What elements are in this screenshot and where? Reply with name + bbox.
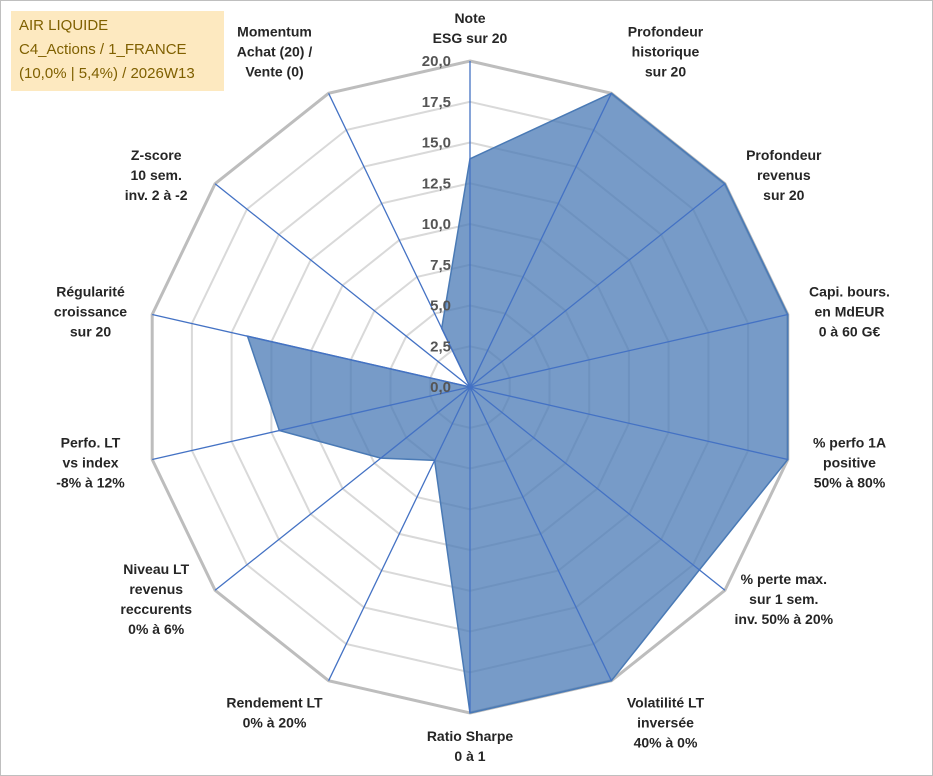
category-label-line: positive [823, 455, 876, 471]
series-layer [246, 92, 789, 714]
category-label-line: sur 20 [645, 64, 686, 80]
category-label: Perfo. LT vs index -8% à 12% [56, 435, 125, 491]
category-label: % perfo 1A positive 50% à 80% [813, 435, 886, 491]
radial-tick-label: 20,0 [422, 53, 451, 70]
axis-spoke [469, 386, 726, 591]
radial-tick-label: 7,5 [430, 257, 451, 274]
category-label: Rendement LT 0% à 20% [226, 694, 323, 730]
category-label: Profondeur historique sur 20 [628, 24, 704, 80]
category-label-line: 40% à 0% [634, 734, 698, 750]
axis-spoke [469, 93, 612, 388]
category-label-line: 0% à 6% [128, 621, 185, 637]
category-label-line: 10 sem. [131, 167, 182, 183]
category-label-line: 0 à 1 [454, 748, 485, 764]
radial-tick-label: 0,0 [430, 379, 451, 396]
category-label-line: Rendement LT [226, 694, 323, 710]
category-label-line: reccurents [120, 601, 192, 617]
category-label: Volatilité LT inversée 40% à 0% [627, 694, 705, 750]
radial-tick-label: 17,5 [422, 94, 451, 111]
category-label-line: vs index [62, 455, 118, 471]
radial-tick-label: 5,0 [430, 298, 451, 315]
category-label-line: Niveau LT [123, 561, 189, 577]
category-label-line: Note [454, 10, 485, 26]
category-label: Profondeur revenus sur 20 [746, 147, 822, 203]
axis-spoke [469, 386, 788, 461]
category-label-line: sur 1 sem. [749, 591, 818, 607]
category-label-line: Ratio Sharpe [427, 728, 514, 744]
category-label-line: -8% à 12% [56, 475, 125, 491]
category-label-line: ESG sur 20 [433, 30, 508, 46]
category-label-line: 0 à 60 G€ [819, 323, 881, 339]
category-label-line: sur 20 [763, 187, 804, 203]
category-label-line: Régularité [56, 283, 125, 299]
category-label-line: Achat (20) / [237, 44, 313, 60]
category-label-line: en MdEUR [815, 303, 885, 319]
category-label-line: 50% à 80% [814, 475, 886, 491]
axis-spoke [328, 93, 471, 388]
axis-spoke [469, 313, 788, 388]
category-label-line: % perte max. [741, 571, 827, 587]
category-label-line: Capi. bours. [809, 283, 890, 299]
radial-tick-label: 10,0 [422, 216, 451, 233]
fund-category: C4_Actions / 1_FRANCE [19, 41, 187, 58]
axis-spoke [214, 183, 471, 388]
category-label-line: inversée [637, 714, 694, 730]
category-label-line: Volatilité LT [627, 694, 705, 710]
category-label: Niveau LT revenus reccurents 0% à 6% [120, 561, 192, 637]
category-label: Régularité croissance sur 20 [54, 283, 127, 339]
category-label: % perte max. sur 1 sem. inv. 50% à 20% [735, 571, 834, 627]
category-label-line: inv. 50% à 20% [735, 611, 834, 627]
category-label-line: Z-score [131, 147, 182, 163]
category-label: Ratio Sharpe 0 à 1 [427, 728, 514, 764]
category-label-line: sur 20 [70, 323, 111, 339]
info-box: AIR LIQUIDE C4_Actions / 1_FRANCE (10,0%… [11, 11, 224, 91]
category-labels: Note ESG sur 20 Profondeur historique sur 20… [54, 10, 890, 764]
category-label: Capi. bours. en MdEUR 0 à 60 G€ [809, 283, 890, 339]
category-label-line: Perfo. LT [61, 435, 121, 451]
radial-tick-label: 15,0 [422, 135, 451, 152]
series-area [246, 92, 789, 714]
radial-tick-label: 12,5 [422, 175, 451, 192]
category-label: Note ESG sur 20 [433, 10, 508, 46]
axis-spoke [328, 386, 471, 681]
category-label-line: Profondeur [746, 147, 822, 163]
axis-spoke [214, 386, 471, 591]
spokes [152, 61, 788, 713]
weights-period: (10,0% | 5,4%) / 2026W13 [19, 65, 195, 82]
category-label-line: % perfo 1A [813, 435, 886, 451]
category-label-line: Profondeur [628, 24, 704, 40]
category-label-line: Vente (0) [245, 64, 303, 80]
radial-tick-labels: 0,0 2,5 5,0 7,5 10,0 12,5 15,0 17,5 20,0 [422, 53, 451, 396]
category-label-line: historique [632, 44, 700, 60]
category-label-line: revenus [757, 167, 811, 183]
category-label: Momentum Achat (20) / Vente (0) [237, 24, 313, 80]
axis-spoke [469, 386, 612, 681]
category-label-line: revenus [129, 581, 183, 597]
axis-spoke [152, 386, 471, 461]
category-label: Z-score 10 sem. inv. 2 à -2 [125, 147, 188, 203]
radial-tick-label: 2,5 [430, 338, 451, 355]
axis-spoke [469, 183, 726, 388]
category-label-line: inv. 2 à -2 [125, 187, 188, 203]
category-label-line: 0% à 20% [243, 714, 307, 730]
axis-spoke [152, 313, 471, 388]
category-label-line: croissance [54, 303, 127, 319]
stock-name: AIR LIQUIDE [19, 17, 109, 34]
category-label-line: Momentum [237, 24, 312, 40]
